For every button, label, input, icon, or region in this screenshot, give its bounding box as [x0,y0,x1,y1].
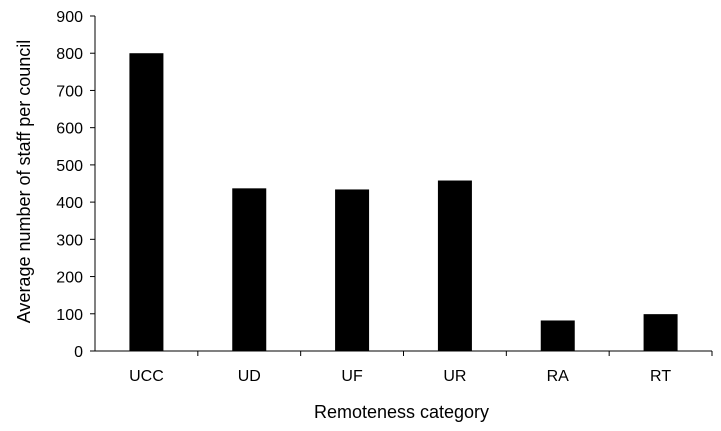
bar-ud [232,188,267,351]
bar-rt [643,314,678,351]
y-tick-label: 400 [56,195,83,212]
y-tick-label: 700 [56,83,83,100]
y-tick-label: 800 [56,46,83,63]
y-tick-label: 300 [56,232,83,249]
y-tick-label: 200 [56,270,83,287]
x-axis-title: Remoteness category [314,402,489,422]
bar-ucc [129,53,164,351]
y-tick-label: 100 [56,307,83,324]
x-tick-label-rt: RT [650,368,671,385]
y-axis-title: Average number of staff per council [14,40,34,324]
y-axis-ticks: 0 100 200 300 400 500 600 700 800 900 [56,9,95,361]
y-tick-label: 500 [56,158,83,175]
bar-uf [335,189,370,351]
bars [129,53,678,351]
bar-ra [540,320,575,351]
bar-ur [437,180,472,351]
x-tick-label-uf: UF [341,368,363,385]
y-tick-label: 0 [74,344,83,361]
x-axis-ticks: UCC UD UF UR RA RT [129,351,713,385]
x-tick-label-ucc: UCC [129,368,164,385]
y-tick-label: 600 [56,121,83,138]
x-tick-label-ur: UR [443,368,466,385]
y-tick-label: 900 [56,9,83,26]
x-tick-label-ra: RA [547,368,570,385]
x-tick-label-ud: UD [238,368,261,385]
